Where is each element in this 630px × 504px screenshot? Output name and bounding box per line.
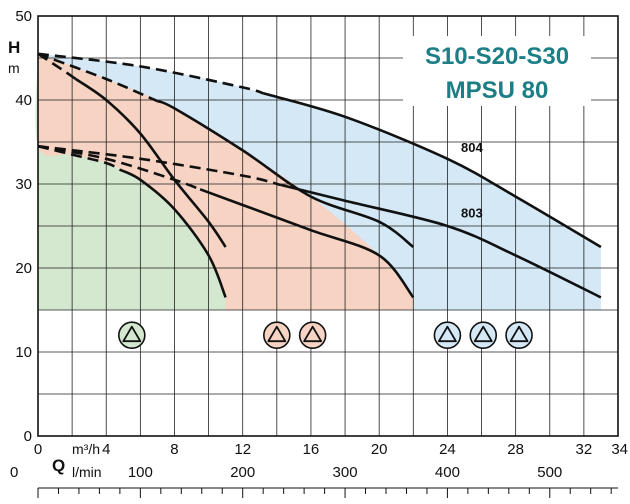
y-tick-label: 20 — [15, 260, 32, 277]
curve-3stage-803 — [279, 183, 602, 299]
x-tick-label-lmin: 300 — [333, 464, 358, 481]
stage-marker-3 — [469, 321, 498, 350]
y-tick-label: 40 — [15, 92, 32, 109]
curve-2stage-803-dashed — [37, 144, 201, 191]
x-axis-unit-lmin: l/min — [72, 464, 102, 480]
curve-2stage-804 — [156, 99, 415, 249]
x-tick-label-lmin: 500 — [537, 464, 562, 481]
title-background — [403, 36, 591, 106]
x-axis-letter: Q — [52, 456, 65, 475]
y-tick-label: 50 — [15, 8, 32, 25]
y-tick-label: 0 — [24, 428, 32, 445]
stage-marker-3 — [505, 321, 533, 350]
curve-3stage-804 — [262, 92, 602, 249]
curve-1stage-803-dashed — [37, 144, 121, 171]
curve-label-804: 804 — [461, 140, 483, 155]
chart-title-line-2: MPSU 80 — [446, 77, 549, 104]
stage-marker-1 — [118, 321, 146, 350]
triangle-icon — [473, 325, 493, 343]
stage-marker-2 — [298, 321, 327, 350]
x-tick-label-m3h: 32 — [576, 441, 593, 458]
x-tick-label-lmin: 100 — [128, 464, 153, 481]
y-tick-label: 10 — [15, 344, 32, 361]
x-tick-label-m3h: 16 — [303, 441, 320, 458]
stage-markers — [118, 321, 533, 350]
x-tick-label-m3h: 12 — [234, 441, 251, 458]
x-tick-label-lmin: 200 — [230, 464, 255, 481]
stage-marker-3 — [433, 321, 462, 350]
triangle-icon — [303, 325, 323, 343]
x-tick-label-m3h: 4 — [102, 441, 110, 458]
triangle-icon — [267, 325, 287, 343]
zone-1-stage — [35, 53, 226, 311]
curve-2stage-803 — [199, 188, 415, 299]
triangle-icon — [509, 325, 529, 343]
chart-title-box: S10-S20-S30 MPSU 80 — [403, 36, 591, 106]
curve-1stage-804-dashed — [37, 52, 77, 80]
y-tick-label: 30 — [15, 176, 32, 193]
x-tick-label-lmin: 0 — [10, 464, 18, 481]
x-tick-label-lmin: 400 — [435, 464, 460, 481]
operating-zones — [35, 53, 601, 311]
plot-frame — [37, 15, 619, 437]
y-axis-letter: H — [8, 38, 20, 57]
axis-labels: 0 10 20 30 40 50 Hm 0 4 8 12 16 20 24 28 32 34 m³/h Q l/min… — [8, 8, 628, 498]
x-axis-unit-m3h: m³/h — [72, 441, 100, 457]
chart-title-line-1: S10-S20-S30 — [425, 43, 569, 70]
curve-1stage-803 — [119, 168, 227, 298]
x-tick-label-m3h: 0 — [34, 441, 42, 458]
x-tick-label-m3h: 8 — [170, 441, 178, 458]
curve-3stage-803-dashed — [37, 144, 281, 187]
x-tick-label-m3h: 20 — [371, 441, 388, 458]
x-tick-label-m3h: 28 — [507, 441, 524, 458]
curve-1stage-804 — [74, 77, 227, 248]
curve-3stage-804-dashed — [37, 52, 264, 95]
curve-2stage-804-dashed — [37, 52, 158, 103]
curve-label-803: 803 — [461, 206, 483, 221]
triangle-icon — [438, 325, 457, 343]
stage-marker-2 — [263, 321, 291, 350]
triangle-icon — [122, 325, 142, 343]
y-axis-unit: m — [8, 60, 20, 76]
pump-curves: 804 803 — [37, 52, 602, 299]
x-tick-label-m3h: 34 — [611, 441, 628, 458]
x-tick-label-m3h: 24 — [439, 441, 456, 458]
